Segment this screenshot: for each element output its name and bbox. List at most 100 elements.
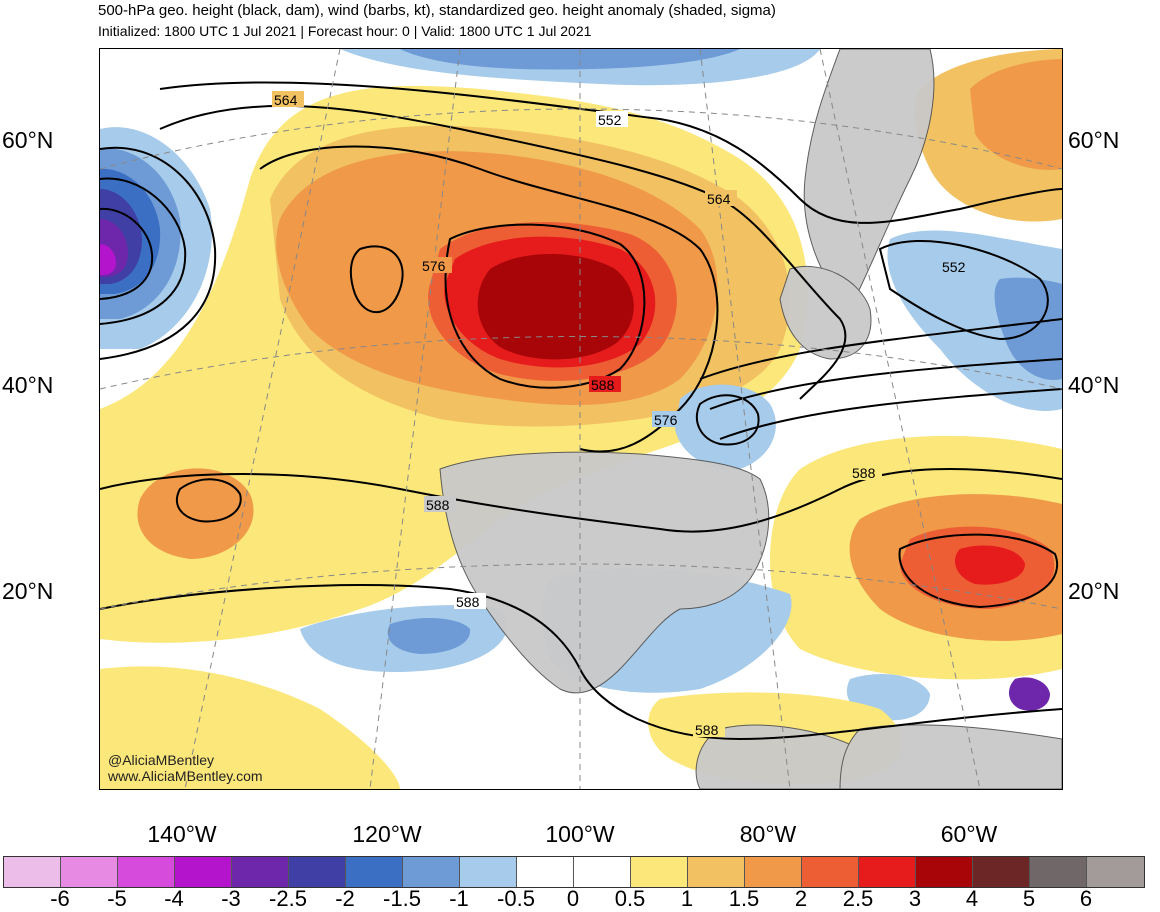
colorbar-tick-label: -1.5	[383, 886, 421, 911]
contour-zonal-1	[699, 318, 1062, 380]
land-united-states	[439, 451, 770, 694]
gridline-lat-20n	[100, 563, 1062, 610]
anomaly-area-goa-center	[100, 244, 116, 275]
contour-goa-low-2	[100, 177, 187, 325]
chart-subtitle: Initialized: 1800 UTC 1 Jul 2021 | Forec…	[98, 23, 592, 39]
gridline-lon-60w	[819, 49, 981, 789]
colorbar-swatch	[745, 857, 802, 887]
colorbar	[3, 856, 1145, 888]
colorbar-tick-label: -0.5	[497, 886, 535, 911]
map-panel: 564 552 564 576 552 588 576 588 588 588 …	[99, 48, 1063, 790]
lat-label-40n-right: 40°N	[1068, 372, 1120, 398]
contour-label: 564	[274, 92, 298, 108]
colorbar-tick-label: -1	[449, 886, 469, 911]
colorbar-swatch	[802, 857, 859, 887]
anomaly-area-south-yellow	[100, 666, 400, 789]
colorbar-swatch	[1087, 857, 1144, 887]
colorbar-tick-label: -4	[164, 886, 184, 911]
lat-label-60n-right: 60°N	[1068, 127, 1120, 153]
colorbar-swatch	[346, 857, 403, 887]
contour-552-north	[159, 81, 1062, 224]
anomaly-area-dark-red	[477, 254, 634, 360]
contour-greatlakes-low	[695, 394, 760, 446]
colorbar-tick-label: 0.5	[614, 886, 646, 911]
colorbar-swatch	[973, 857, 1030, 887]
contour-atlantic-high	[898, 533, 1059, 609]
land-areas	[439, 49, 1062, 789]
anomaly-area-atlantic-deep-red	[955, 545, 1025, 585]
contour-label: 588	[852, 465, 876, 481]
colorbar-tick-label: 0	[566, 886, 580, 911]
contour-nw-atlantic-low	[878, 239, 1049, 341]
colorbar-swatch	[403, 857, 460, 887]
anomaly-area-nw-atlantic-blue-deep	[994, 277, 1062, 380]
gridline-lat-40n	[100, 336, 1062, 390]
anomaly-shading	[100, 49, 1062, 789]
colorbar-swatch	[574, 857, 631, 887]
contour-label: 588	[695, 722, 719, 738]
height-contours	[100, 81, 1062, 741]
colorbar-swatch	[4, 857, 61, 887]
land-south-america	[839, 724, 1062, 789]
land-labrador	[779, 265, 872, 360]
gridline-lon-80w	[699, 49, 791, 789]
anomaly-area-nw-atlantic-blue	[887, 230, 1062, 411]
lat-label-40n-left: 40°N	[2, 372, 54, 398]
chart-title: 500-hPa geo. height (black, dam), wind (…	[98, 2, 776, 19]
contour-588-subtropical	[100, 468, 1062, 533]
colorbar-swatch	[289, 857, 346, 887]
credit-handle: @AliciaMBentley	[108, 752, 215, 768]
anomaly-area-pacific-blue-deep	[387, 617, 471, 654]
contour-zonal-3	[719, 388, 1062, 440]
anomaly-area-caribbean-purple	[1008, 677, 1050, 711]
credit-website: www.AliciaMBentley.com	[108, 768, 263, 784]
map-svg: 564 552 564 576 552 588 576 588 588 588 …	[100, 49, 1062, 789]
colorbar-tick-label: 3	[908, 886, 922, 911]
colorbar-swatch	[1030, 857, 1087, 887]
gridline-lat-60n	[100, 108, 1062, 170]
colorbar-tick-label: 2.5	[842, 886, 874, 911]
colorbar-swatch	[517, 857, 574, 887]
contour-label: 576	[654, 412, 678, 428]
colorbar-swatch	[631, 857, 688, 887]
contour-588-core	[444, 223, 646, 389]
lat-label-20n-right: 20°N	[1068, 578, 1120, 604]
colorbar-tick-label: 4	[965, 886, 979, 911]
contour-576-ridge	[349, 245, 404, 314]
colorbar-swatch	[460, 857, 517, 887]
colorbar-tick-label: 6	[1079, 886, 1093, 911]
colorbar-tick-label: -2.5	[269, 886, 307, 911]
gridline-lon-140w	[184, 49, 341, 789]
colorbar-tick-label: -6	[50, 886, 70, 911]
colorbar-swatch	[61, 857, 118, 887]
contour-label: 564	[707, 191, 731, 207]
contour-goa-low-3	[100, 207, 154, 300]
colorbar-swatch	[232, 857, 289, 887]
graticule	[100, 49, 1062, 789]
lon-label-100w: 100°W	[545, 821, 615, 847]
contour-label: 588	[456, 594, 480, 610]
lon-label-60w: 60°W	[940, 821, 998, 847]
contour-pacific-high	[175, 478, 242, 523]
colorbar-tick-label: 1	[680, 886, 694, 911]
contour-label: 552	[942, 259, 966, 275]
contour-goa-low-1	[100, 146, 217, 360]
anomaly-area-pacific-orange	[137, 468, 254, 559]
colorbar-tick-label: 2	[794, 886, 808, 911]
colorbar-swatch	[916, 857, 973, 887]
contour-label: 588	[426, 497, 450, 513]
anomaly-area-arctic-blue-deep	[400, 49, 740, 70]
contour-label: 576	[422, 258, 446, 274]
lon-label-140w: 140°W	[147, 821, 217, 847]
contour-labels: 564 552 564 576 552 588 576 588 588 588 …	[272, 91, 972, 738]
lat-label-20n-left: 20°N	[2, 578, 54, 604]
colorbar-swatch	[859, 857, 916, 887]
lat-label-60n-left: 60°N	[2, 127, 54, 153]
lon-label-120w: 120°W	[352, 821, 422, 847]
colorbar-tick-label: -2	[335, 886, 355, 911]
contour-label: 552	[598, 112, 622, 128]
colorbar-swatch	[118, 857, 175, 887]
colorbar-tick-label: -5	[107, 886, 127, 911]
colorbar-swatch	[688, 857, 745, 887]
lon-label-80w: 80°W	[739, 821, 797, 847]
